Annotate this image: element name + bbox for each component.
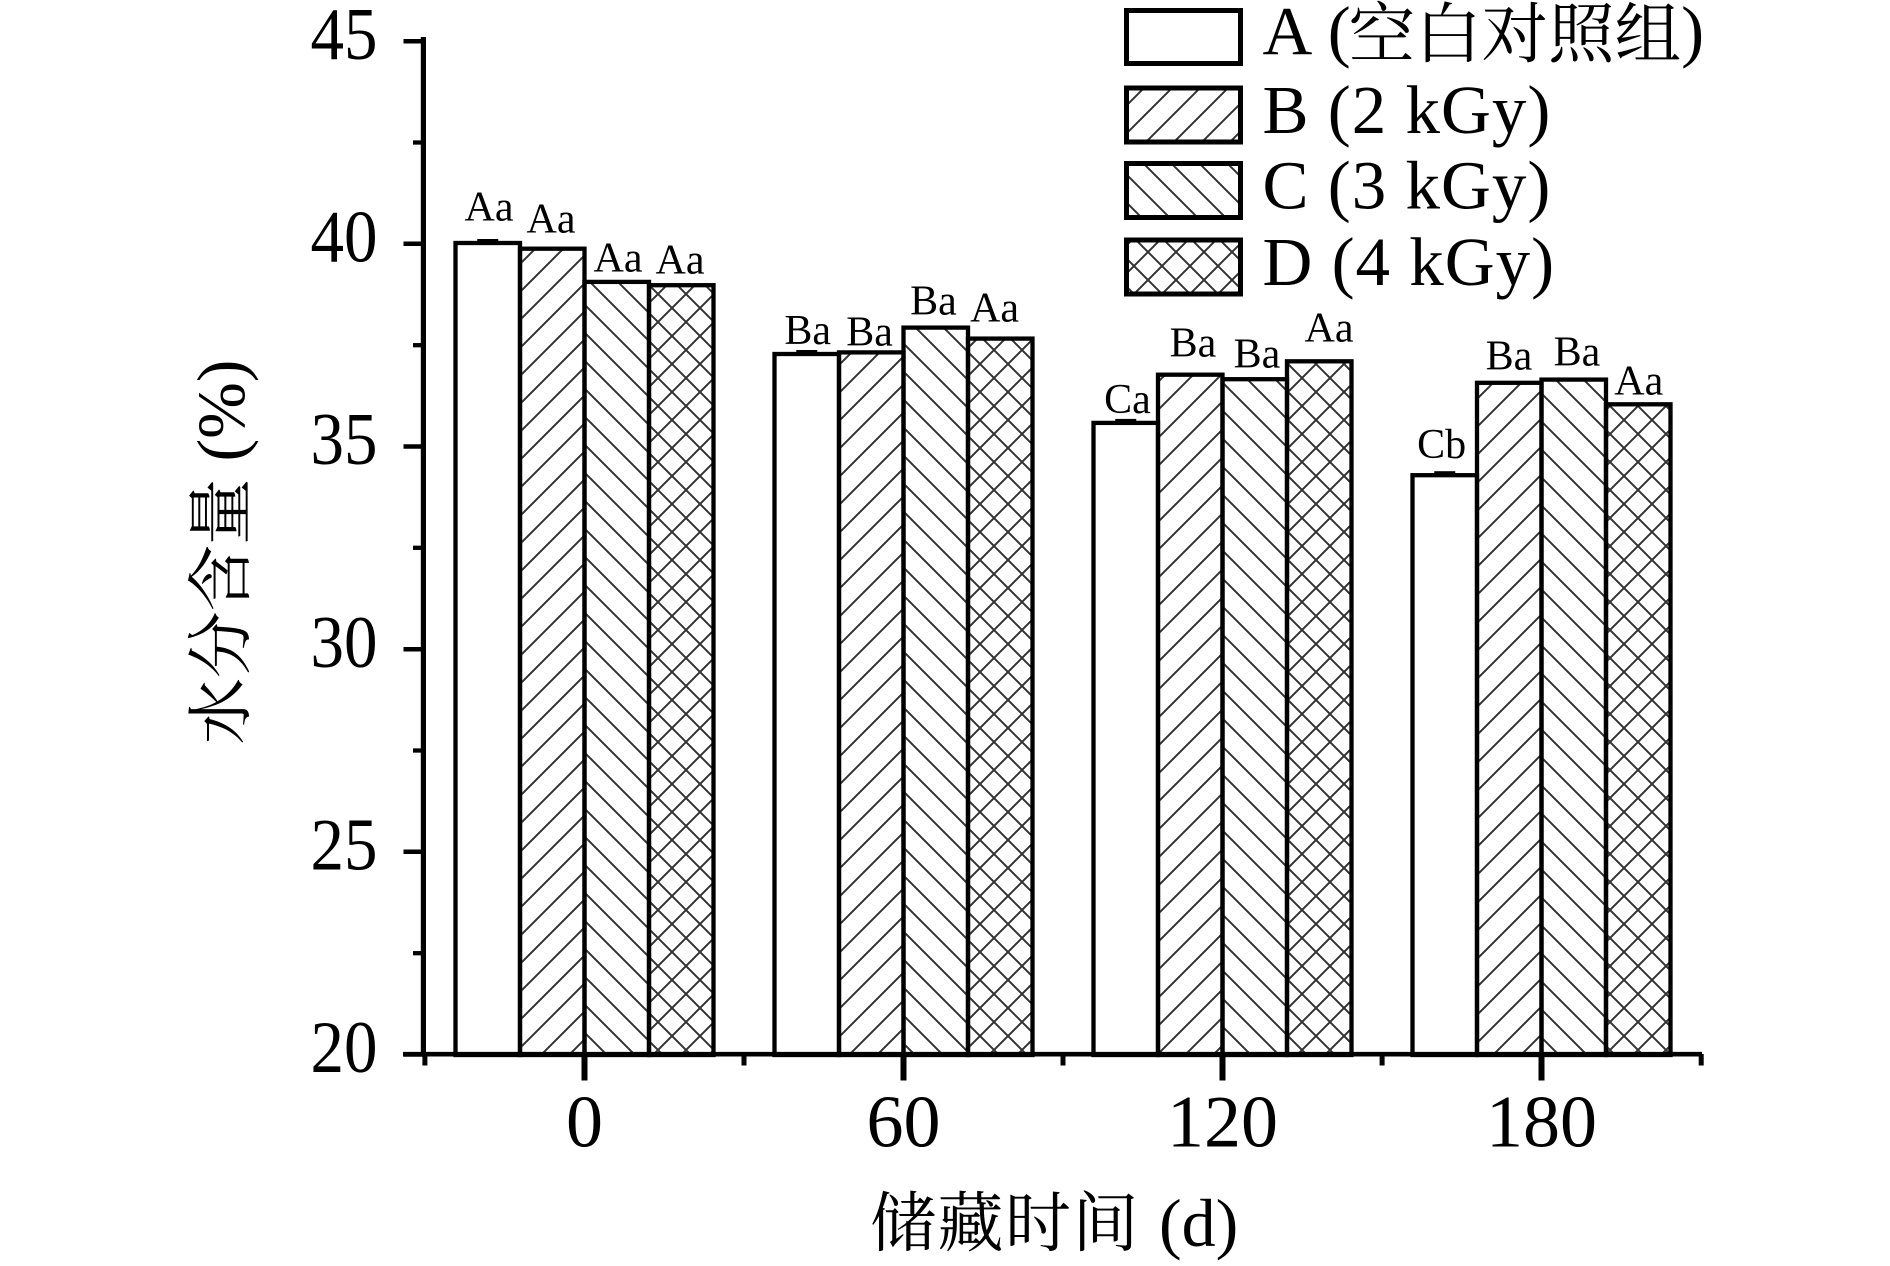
svg-text:Ba: Ba (1554, 329, 1601, 375)
svg-text:Ba: Ba (846, 309, 893, 355)
svg-text:D (4 kGy): D (4 kGy) (1263, 224, 1556, 300)
svg-text:Aa: Aa (594, 235, 643, 281)
svg-text:Aa: Aa (1305, 306, 1354, 352)
svg-text:): ) (1681, 0, 1704, 69)
svg-text:Aa: Aa (1614, 358, 1663, 404)
svg-text:Aa: Aa (656, 238, 705, 284)
svg-text:Ca: Ca (1104, 377, 1151, 423)
svg-text:Ba: Ba (910, 278, 957, 324)
svg-text:(d): (d) (1159, 1185, 1238, 1261)
svg-text:Ba: Ba (1234, 331, 1281, 377)
svg-text:Aa: Aa (527, 196, 576, 242)
svg-text:30: 30 (311, 602, 378, 684)
svg-text:35: 35 (311, 399, 378, 481)
svg-text:40: 40 (311, 197, 378, 279)
svg-text:(%): (%) (183, 360, 259, 462)
svg-text:Ba: Ba (1486, 334, 1533, 380)
svg-text:Ba: Ba (784, 308, 831, 354)
svg-text:20: 20 (311, 1007, 378, 1089)
svg-text:180: 180 (1486, 1082, 1597, 1164)
svg-text:Ba: Ba (1170, 321, 1217, 367)
svg-text:Aa: Aa (970, 286, 1019, 332)
svg-text:A (: A ( (1263, 0, 1352, 69)
svg-text:C (3 kGy): C (3 kGy) (1263, 148, 1552, 224)
svg-text:B (2 kGy): B (2 kGy) (1263, 72, 1552, 148)
svg-text:60: 60 (867, 1082, 941, 1164)
svg-text:0: 0 (566, 1082, 603, 1164)
svg-text:Cb: Cb (1417, 422, 1466, 468)
svg-text:120: 120 (1167, 1082, 1278, 1164)
svg-text:25: 25 (311, 805, 378, 887)
svg-text:Aa: Aa (465, 185, 514, 231)
svg-text:45: 45 (311, 0, 378, 76)
